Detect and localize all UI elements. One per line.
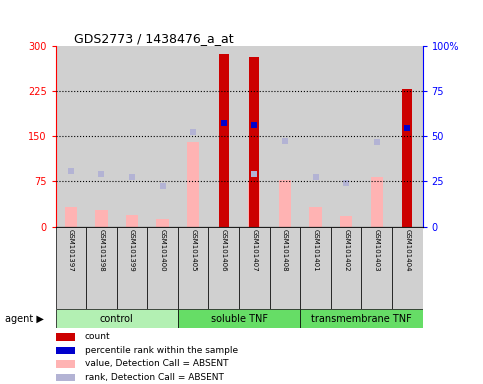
Bar — [239, 227, 270, 309]
Bar — [56, 360, 75, 367]
Bar — [361, 46, 392, 227]
Point — [281, 137, 289, 144]
Bar — [300, 309, 423, 328]
Text: soluble TNF: soluble TNF — [211, 314, 268, 324]
Bar — [279, 180, 291, 227]
Point — [128, 174, 136, 180]
Point — [220, 120, 227, 126]
Point — [67, 167, 75, 174]
Bar — [126, 215, 138, 227]
Bar — [56, 46, 86, 227]
Bar — [361, 227, 392, 309]
Text: GSM101401: GSM101401 — [313, 229, 319, 271]
Bar — [331, 46, 361, 227]
Bar — [95, 210, 108, 227]
Bar — [56, 333, 75, 341]
Bar — [239, 46, 270, 227]
Text: GSM101406: GSM101406 — [221, 229, 227, 271]
Bar — [248, 182, 260, 227]
Bar — [56, 347, 75, 354]
Text: GSM101399: GSM101399 — [129, 229, 135, 272]
Bar — [178, 46, 209, 227]
Bar — [147, 46, 178, 227]
Bar — [300, 46, 331, 227]
Point — [189, 128, 197, 134]
Bar — [65, 207, 77, 227]
Text: GSM101408: GSM101408 — [282, 229, 288, 271]
Bar — [340, 216, 352, 227]
Point — [98, 170, 105, 177]
Text: GSM101397: GSM101397 — [68, 229, 74, 272]
Point — [312, 174, 319, 180]
Text: control: control — [100, 314, 134, 324]
Point — [403, 126, 411, 132]
Bar — [156, 219, 169, 227]
Bar — [147, 227, 178, 309]
Text: GSM101403: GSM101403 — [374, 229, 380, 271]
Point — [251, 122, 258, 129]
Text: GSM101400: GSM101400 — [159, 229, 166, 271]
Bar — [300, 227, 331, 309]
Text: GSM101398: GSM101398 — [99, 229, 104, 272]
Bar — [370, 177, 383, 227]
Text: rank, Detection Call = ABSENT: rank, Detection Call = ABSENT — [85, 373, 224, 382]
Text: GSM101404: GSM101404 — [404, 229, 411, 271]
Bar — [402, 89, 412, 227]
Bar — [209, 227, 239, 309]
Bar — [117, 227, 147, 309]
Bar — [86, 46, 117, 227]
Text: agent ▶: agent ▶ — [5, 314, 43, 324]
Text: transmembrane TNF: transmembrane TNF — [311, 314, 412, 324]
Bar — [270, 227, 300, 309]
Text: percentile rank within the sample: percentile rank within the sample — [85, 346, 238, 355]
Text: GSM101407: GSM101407 — [251, 229, 257, 271]
Point — [342, 180, 350, 186]
Bar — [187, 142, 199, 227]
Bar — [56, 374, 75, 381]
Bar — [270, 46, 300, 227]
Bar — [392, 227, 423, 309]
Text: value, Detection Call = ABSENT: value, Detection Call = ABSENT — [85, 359, 228, 368]
Text: GSM101405: GSM101405 — [190, 229, 196, 271]
Bar — [209, 46, 239, 227]
Bar — [86, 227, 117, 309]
Text: count: count — [85, 333, 110, 341]
Bar — [331, 227, 361, 309]
Text: GDS2773 / 1438476_a_at: GDS2773 / 1438476_a_at — [74, 32, 233, 45]
Point — [251, 171, 258, 177]
Bar — [250, 57, 259, 227]
Bar — [178, 227, 209, 309]
Bar — [392, 46, 423, 227]
Bar — [56, 227, 86, 309]
Bar — [310, 207, 322, 227]
Text: GSM101402: GSM101402 — [343, 229, 349, 271]
Bar — [219, 54, 228, 227]
Point — [373, 139, 381, 146]
Bar — [117, 46, 147, 227]
Bar — [178, 309, 300, 328]
Point — [159, 182, 167, 189]
Bar — [56, 309, 178, 328]
